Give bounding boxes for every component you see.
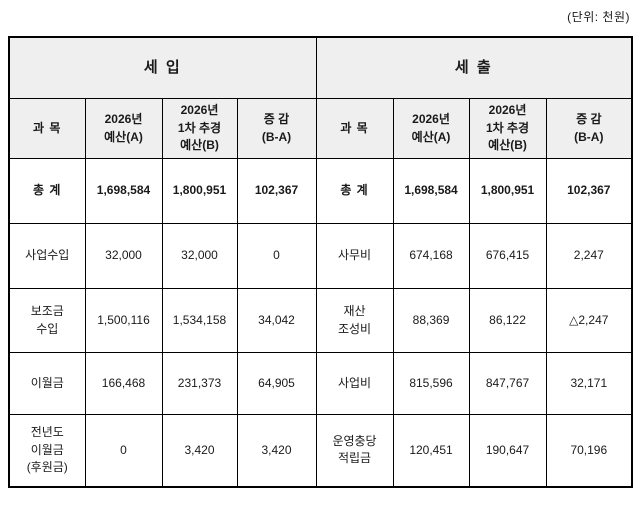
- revenue-row1-a: 32,000: [84, 223, 163, 289]
- revenue-total-b: 1,800,951: [161, 158, 238, 224]
- expenditure-row2-label: 재산 조성비: [315, 288, 394, 353]
- table-row-2: 보조금 수입 1,500,116 1,534,158 34,042 재산 조성비…: [8, 288, 633, 353]
- group-header-revenue: 세 입: [8, 36, 317, 99]
- expenditure-row1-b: 676,415: [468, 223, 547, 289]
- revenue-col-budget-b: 2026년 1차 추경 예산(B): [161, 98, 238, 159]
- revenue-row1-label: 사업수입: [8, 223, 86, 289]
- revenue-col-budget-a: 2026년 예산(A): [84, 98, 163, 159]
- expenditure-row1-a: 674,168: [392, 223, 470, 289]
- revenue-row2-a: 1,500,116: [84, 288, 163, 353]
- group-header-row: 세 입 세 출: [8, 36, 633, 99]
- expenditure-col-budget-a: 2026년 예산(A): [392, 98, 470, 159]
- expenditure-row3-a: 815,596: [392, 352, 470, 415]
- expenditure-row2-b: 86,122: [468, 288, 547, 353]
- expenditure-col-subject: 과 목: [315, 98, 394, 159]
- revenue-row1-b: 32,000: [161, 223, 238, 289]
- revenue-row2-label: 보조금 수입: [8, 288, 86, 353]
- table-row-3: 이월금 166,468 231,373 64,905 사업비 815,596 8…: [8, 352, 633, 415]
- expenditure-row4-diff: 70,196: [545, 414, 633, 487]
- group-header-expenditure: 세 출: [315, 36, 633, 99]
- expenditure-total-b: 1,800,951: [468, 158, 547, 224]
- table-row-4: 전년도 이월금 (후원금) 0 3,420 3,420 운영충당 적립금 120…: [8, 414, 633, 487]
- revenue-row3-diff: 64,905: [236, 352, 317, 415]
- revenue-row4-label: 전년도 이월금 (후원금): [8, 414, 86, 487]
- expenditure-total-a: 1,698,584: [392, 158, 470, 224]
- revenue-row3-label: 이월금: [8, 352, 86, 415]
- expenditure-row4-b: 190,647: [468, 414, 547, 487]
- revenue-row2-b: 1,534,158: [161, 288, 238, 353]
- expenditure-row3-label: 사업비: [315, 352, 394, 415]
- expenditure-row1-label: 사무비: [315, 223, 394, 289]
- table-row-total: 총 계 1,698,584 1,800,951 102,367 총 계 1,69…: [8, 158, 633, 224]
- revenue-col-subject: 과 목: [8, 98, 86, 159]
- revenue-row3-b: 231,373: [161, 352, 238, 415]
- revenue-total-label: 총 계: [8, 158, 86, 224]
- unit-note: (단위: 천원): [567, 10, 630, 24]
- revenue-total-a: 1,698,584: [84, 158, 163, 224]
- revenue-row4-b: 3,420: [161, 414, 238, 487]
- expenditure-col-diff: 증 감 (B-A): [545, 98, 633, 159]
- table-row-1: 사업수입 32,000 32,000 0 사무비 674,168 676,415…: [8, 223, 633, 289]
- expenditure-total-label: 총 계: [315, 158, 394, 224]
- expenditure-row4-a: 120,451: [392, 414, 470, 487]
- budget-table: 세 입 세 출 과 목 2026년 예산(A) 2026년 1차 추경 예산(B…: [8, 36, 634, 488]
- expenditure-total-diff: 102,367: [545, 158, 633, 224]
- revenue-total-diff: 102,367: [236, 158, 317, 224]
- revenue-row4-diff: 3,420: [236, 414, 317, 487]
- expenditure-row2-diff: △2,247: [545, 288, 633, 353]
- revenue-col-diff: 증 감 (B-A): [236, 98, 317, 159]
- revenue-row2-diff: 34,042: [236, 288, 317, 353]
- revenue-row1-diff: 0: [236, 223, 317, 289]
- expenditure-row3-b: 847,767: [468, 352, 547, 415]
- expenditure-col-budget-b: 2026년 1차 추경 예산(B): [468, 98, 547, 159]
- expenditure-row3-diff: 32,171: [545, 352, 633, 415]
- revenue-row4-a: 0: [84, 414, 163, 487]
- column-header-row: 과 목 2026년 예산(A) 2026년 1차 추경 예산(B) 증 감 (B…: [8, 98, 633, 159]
- expenditure-row4-label: 운영충당 적립금: [315, 414, 394, 487]
- expenditure-row2-a: 88,369: [392, 288, 470, 353]
- revenue-row3-a: 166,468: [84, 352, 163, 415]
- expenditure-row1-diff: 2,247: [545, 223, 633, 289]
